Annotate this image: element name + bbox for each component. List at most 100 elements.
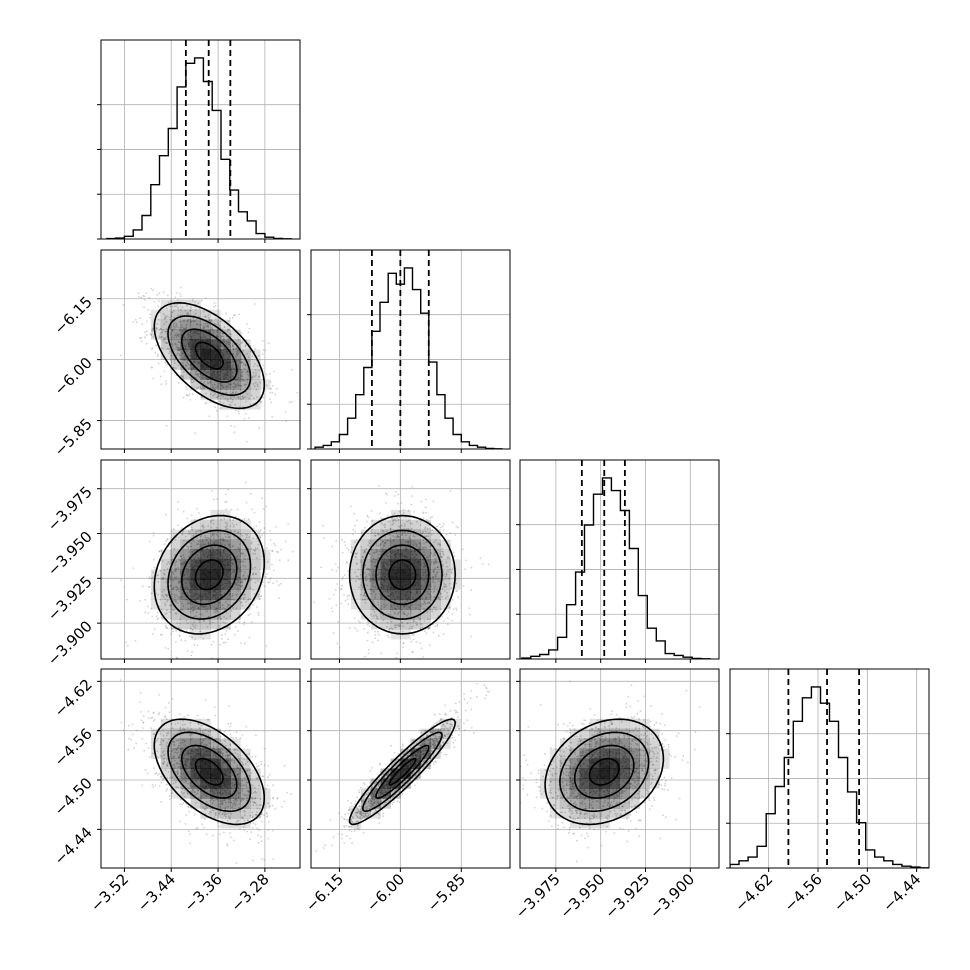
sample-point — [404, 613, 406, 616]
sample-point — [397, 536, 400, 539]
density-cell — [250, 579, 261, 590]
sample-point — [229, 525, 232, 527]
sample-point — [192, 609, 195, 612]
sample-point — [255, 374, 257, 377]
sample-point — [379, 607, 382, 609]
sample-point — [247, 609, 249, 611]
sample-point — [424, 602, 427, 605]
sample-point — [365, 574, 368, 576]
sample-point — [254, 363, 256, 365]
sample-point — [412, 619, 415, 622]
contour-line — [153, 301, 266, 410]
sample-point — [162, 340, 165, 343]
density-cell — [390, 609, 401, 620]
sample-point — [388, 533, 391, 536]
sample-point — [363, 592, 366, 595]
density-cell — [210, 349, 221, 360]
sample-point — [255, 388, 258, 391]
sample-point — [173, 325, 176, 328]
sample-point — [183, 792, 186, 794]
sample-point — [251, 784, 254, 787]
sample-point — [435, 559, 437, 562]
sample-point — [214, 393, 217, 395]
sample-point — [177, 626, 180, 629]
sample-point — [220, 336, 223, 339]
sample-point — [420, 545, 422, 548]
sample-point — [186, 602, 189, 605]
sample-point — [172, 325, 175, 328]
sample-point — [228, 343, 230, 346]
sample-point — [258, 521, 261, 523]
sample-point — [219, 407, 222, 410]
sample-point — [215, 610, 217, 612]
sample-point — [364, 577, 367, 579]
sample-point — [406, 622, 409, 625]
sample-point — [272, 797, 275, 800]
sample-point — [415, 624, 418, 626]
sample-point — [384, 536, 387, 538]
sample-point — [165, 321, 168, 323]
sample-point — [429, 545, 432, 548]
sample-point — [181, 362, 184, 364]
sample-point — [243, 418, 246, 420]
sample-point — [176, 586, 179, 589]
sample-point — [189, 321, 192, 324]
sample-point — [398, 623, 401, 625]
density-cell — [420, 589, 431, 600]
sample-point — [206, 536, 209, 539]
sample-point — [238, 384, 241, 387]
sample-point — [190, 545, 193, 548]
sample-point — [216, 607, 219, 610]
sample-point — [203, 315, 206, 318]
sample-point — [240, 580, 242, 583]
sample-point — [197, 607, 200, 610]
sample-point — [366, 579, 368, 581]
sample-point — [271, 549, 273, 552]
sample-point — [188, 551, 191, 554]
sample-point — [174, 342, 177, 345]
sample-point — [168, 777, 171, 779]
sample-point — [237, 588, 240, 590]
sample-point — [201, 525, 204, 528]
density-cell — [190, 559, 201, 570]
sample-point — [251, 541, 254, 543]
sample-point — [264, 575, 267, 578]
sample-point — [434, 625, 437, 628]
sample-point — [397, 518, 400, 521]
sample-point — [447, 556, 450, 558]
sample-point — [215, 323, 217, 326]
sample-point — [186, 313, 189, 316]
sample-point — [174, 570, 177, 573]
sample-point — [342, 576, 344, 578]
sample-point — [378, 485, 380, 487]
sample-point — [233, 314, 235, 317]
sample-point — [206, 610, 208, 613]
sample-point — [365, 595, 367, 597]
density-cell — [200, 629, 211, 640]
sample-point — [385, 604, 388, 606]
sample-point — [240, 533, 242, 535]
sample-point — [262, 581, 264, 584]
sample-point — [427, 618, 429, 621]
sample-point — [232, 391, 234, 394]
sample-point — [171, 311, 173, 314]
sample-point — [166, 600, 168, 603]
sample-point — [401, 630, 404, 633]
sample-point — [246, 378, 249, 381]
sample-point — [436, 625, 439, 627]
sample-point — [394, 536, 396, 538]
sample-point — [177, 340, 180, 343]
sample-point — [355, 563, 358, 565]
density-cell — [250, 379, 261, 390]
sample-point — [180, 608, 183, 610]
sample-point — [277, 551, 279, 554]
sample-point — [211, 326, 213, 329]
sample-point — [189, 309, 191, 312]
sample-point — [375, 617, 378, 620]
sample-point — [179, 295, 182, 298]
density-grid — [150, 299, 271, 410]
sample-point — [434, 575, 437, 578]
sample-point — [163, 317, 166, 319]
sample-point — [246, 534, 249, 536]
sample-point — [255, 573, 257, 575]
